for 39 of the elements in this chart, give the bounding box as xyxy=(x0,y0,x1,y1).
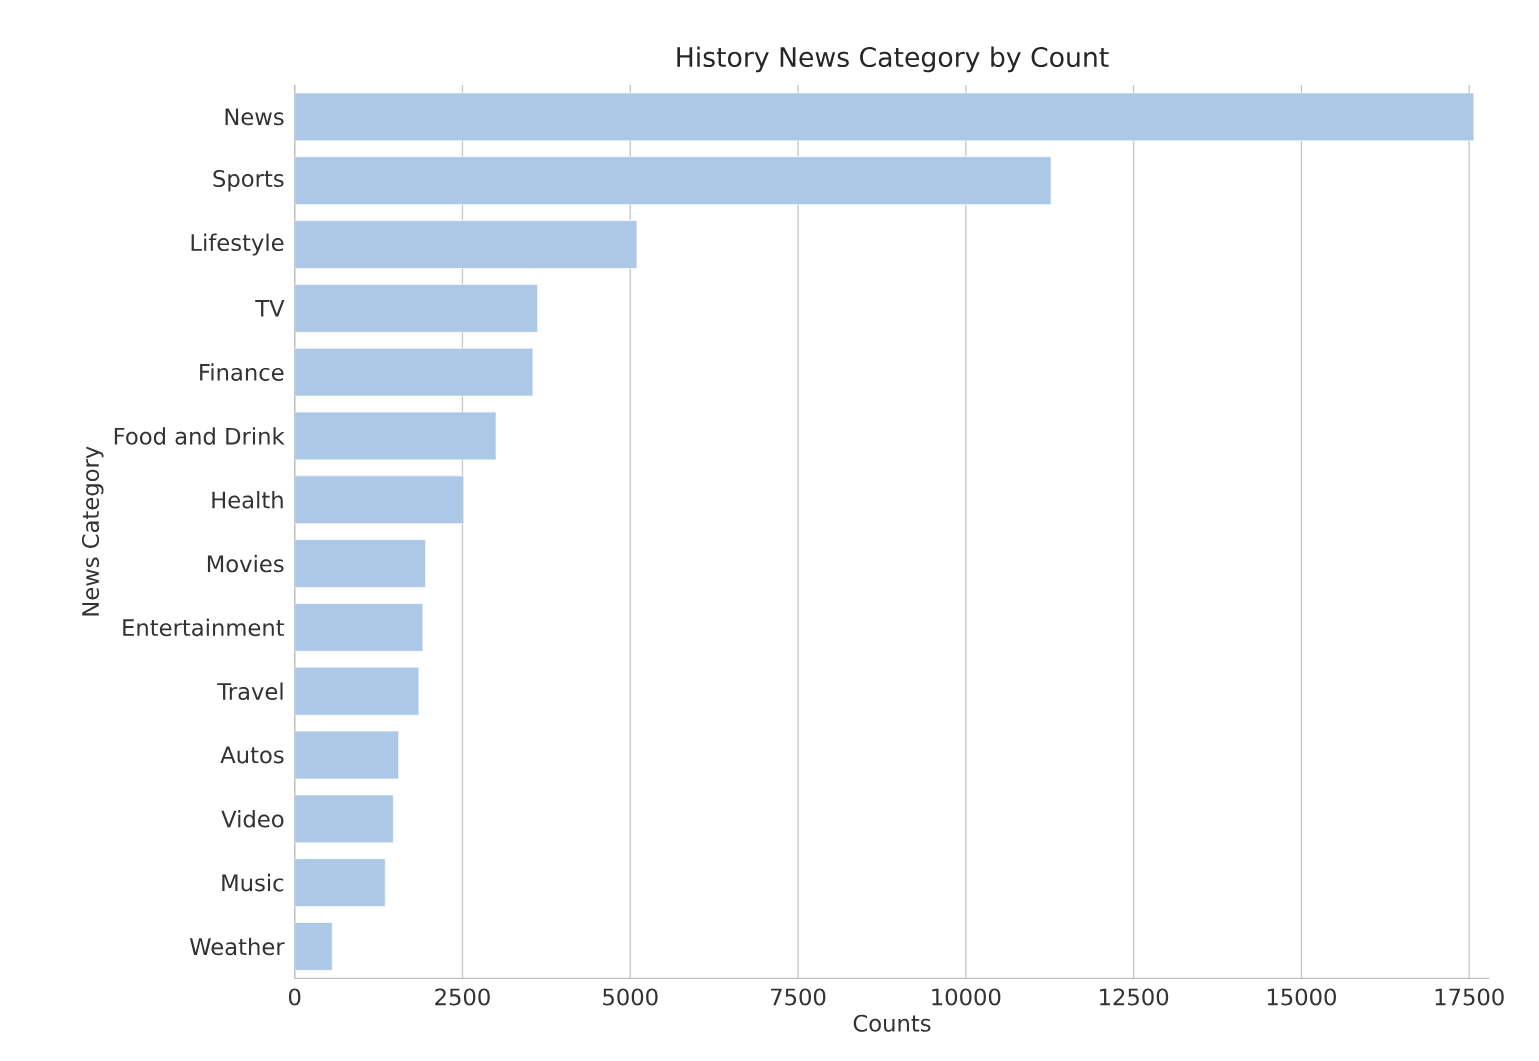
x-tick-label: 17500 xyxy=(1435,988,1504,1006)
y-axis-title: News Category xyxy=(81,446,104,616)
bar xyxy=(294,922,333,971)
bar xyxy=(294,794,394,844)
y-tick-label: TV xyxy=(255,300,285,317)
bar xyxy=(294,730,400,780)
y-tick-label: Finance xyxy=(200,363,284,381)
bar xyxy=(294,858,386,907)
bar xyxy=(294,603,424,652)
bar xyxy=(294,92,1475,142)
bar xyxy=(294,220,638,269)
x-tick-label: 7500 xyxy=(771,988,826,1006)
x-tick-label: 2500 xyxy=(435,988,490,1006)
x-tick-label: 15000 xyxy=(1267,988,1336,1006)
x-tick-label: 5000 xyxy=(603,988,658,1006)
bar xyxy=(294,411,497,461)
y-tick-label: Autos xyxy=(220,746,284,764)
y-tick-label: Food and Drink xyxy=(114,427,285,445)
x-tick-label: 0 xyxy=(288,988,301,1006)
y-tick-label: Lifestyle xyxy=(191,233,284,256)
bar xyxy=(294,475,465,525)
bar xyxy=(294,539,426,588)
y-tick-label: Health xyxy=(212,490,283,509)
y-tick-label: Travel xyxy=(217,682,283,700)
y-tick-label: Entertainment xyxy=(123,618,285,637)
x-axis-title: Counts xyxy=(853,1014,931,1032)
y-tick-label: News xyxy=(225,108,284,126)
y-tick-label: Weather xyxy=(189,937,285,956)
y-tick-label: Sports xyxy=(213,169,284,192)
bar xyxy=(294,666,420,716)
chart-title: History News Category by Count xyxy=(677,46,1109,73)
bar xyxy=(294,156,1052,205)
y-tick-label: Music xyxy=(222,873,284,892)
bar xyxy=(294,284,538,333)
x-tick-label: 10000 xyxy=(932,988,1001,1006)
y-tick-label: Video xyxy=(221,810,284,828)
x-tick-label: 12500 xyxy=(1100,988,1169,1006)
y-tick-label: Movies xyxy=(207,554,284,573)
bar xyxy=(294,347,534,397)
